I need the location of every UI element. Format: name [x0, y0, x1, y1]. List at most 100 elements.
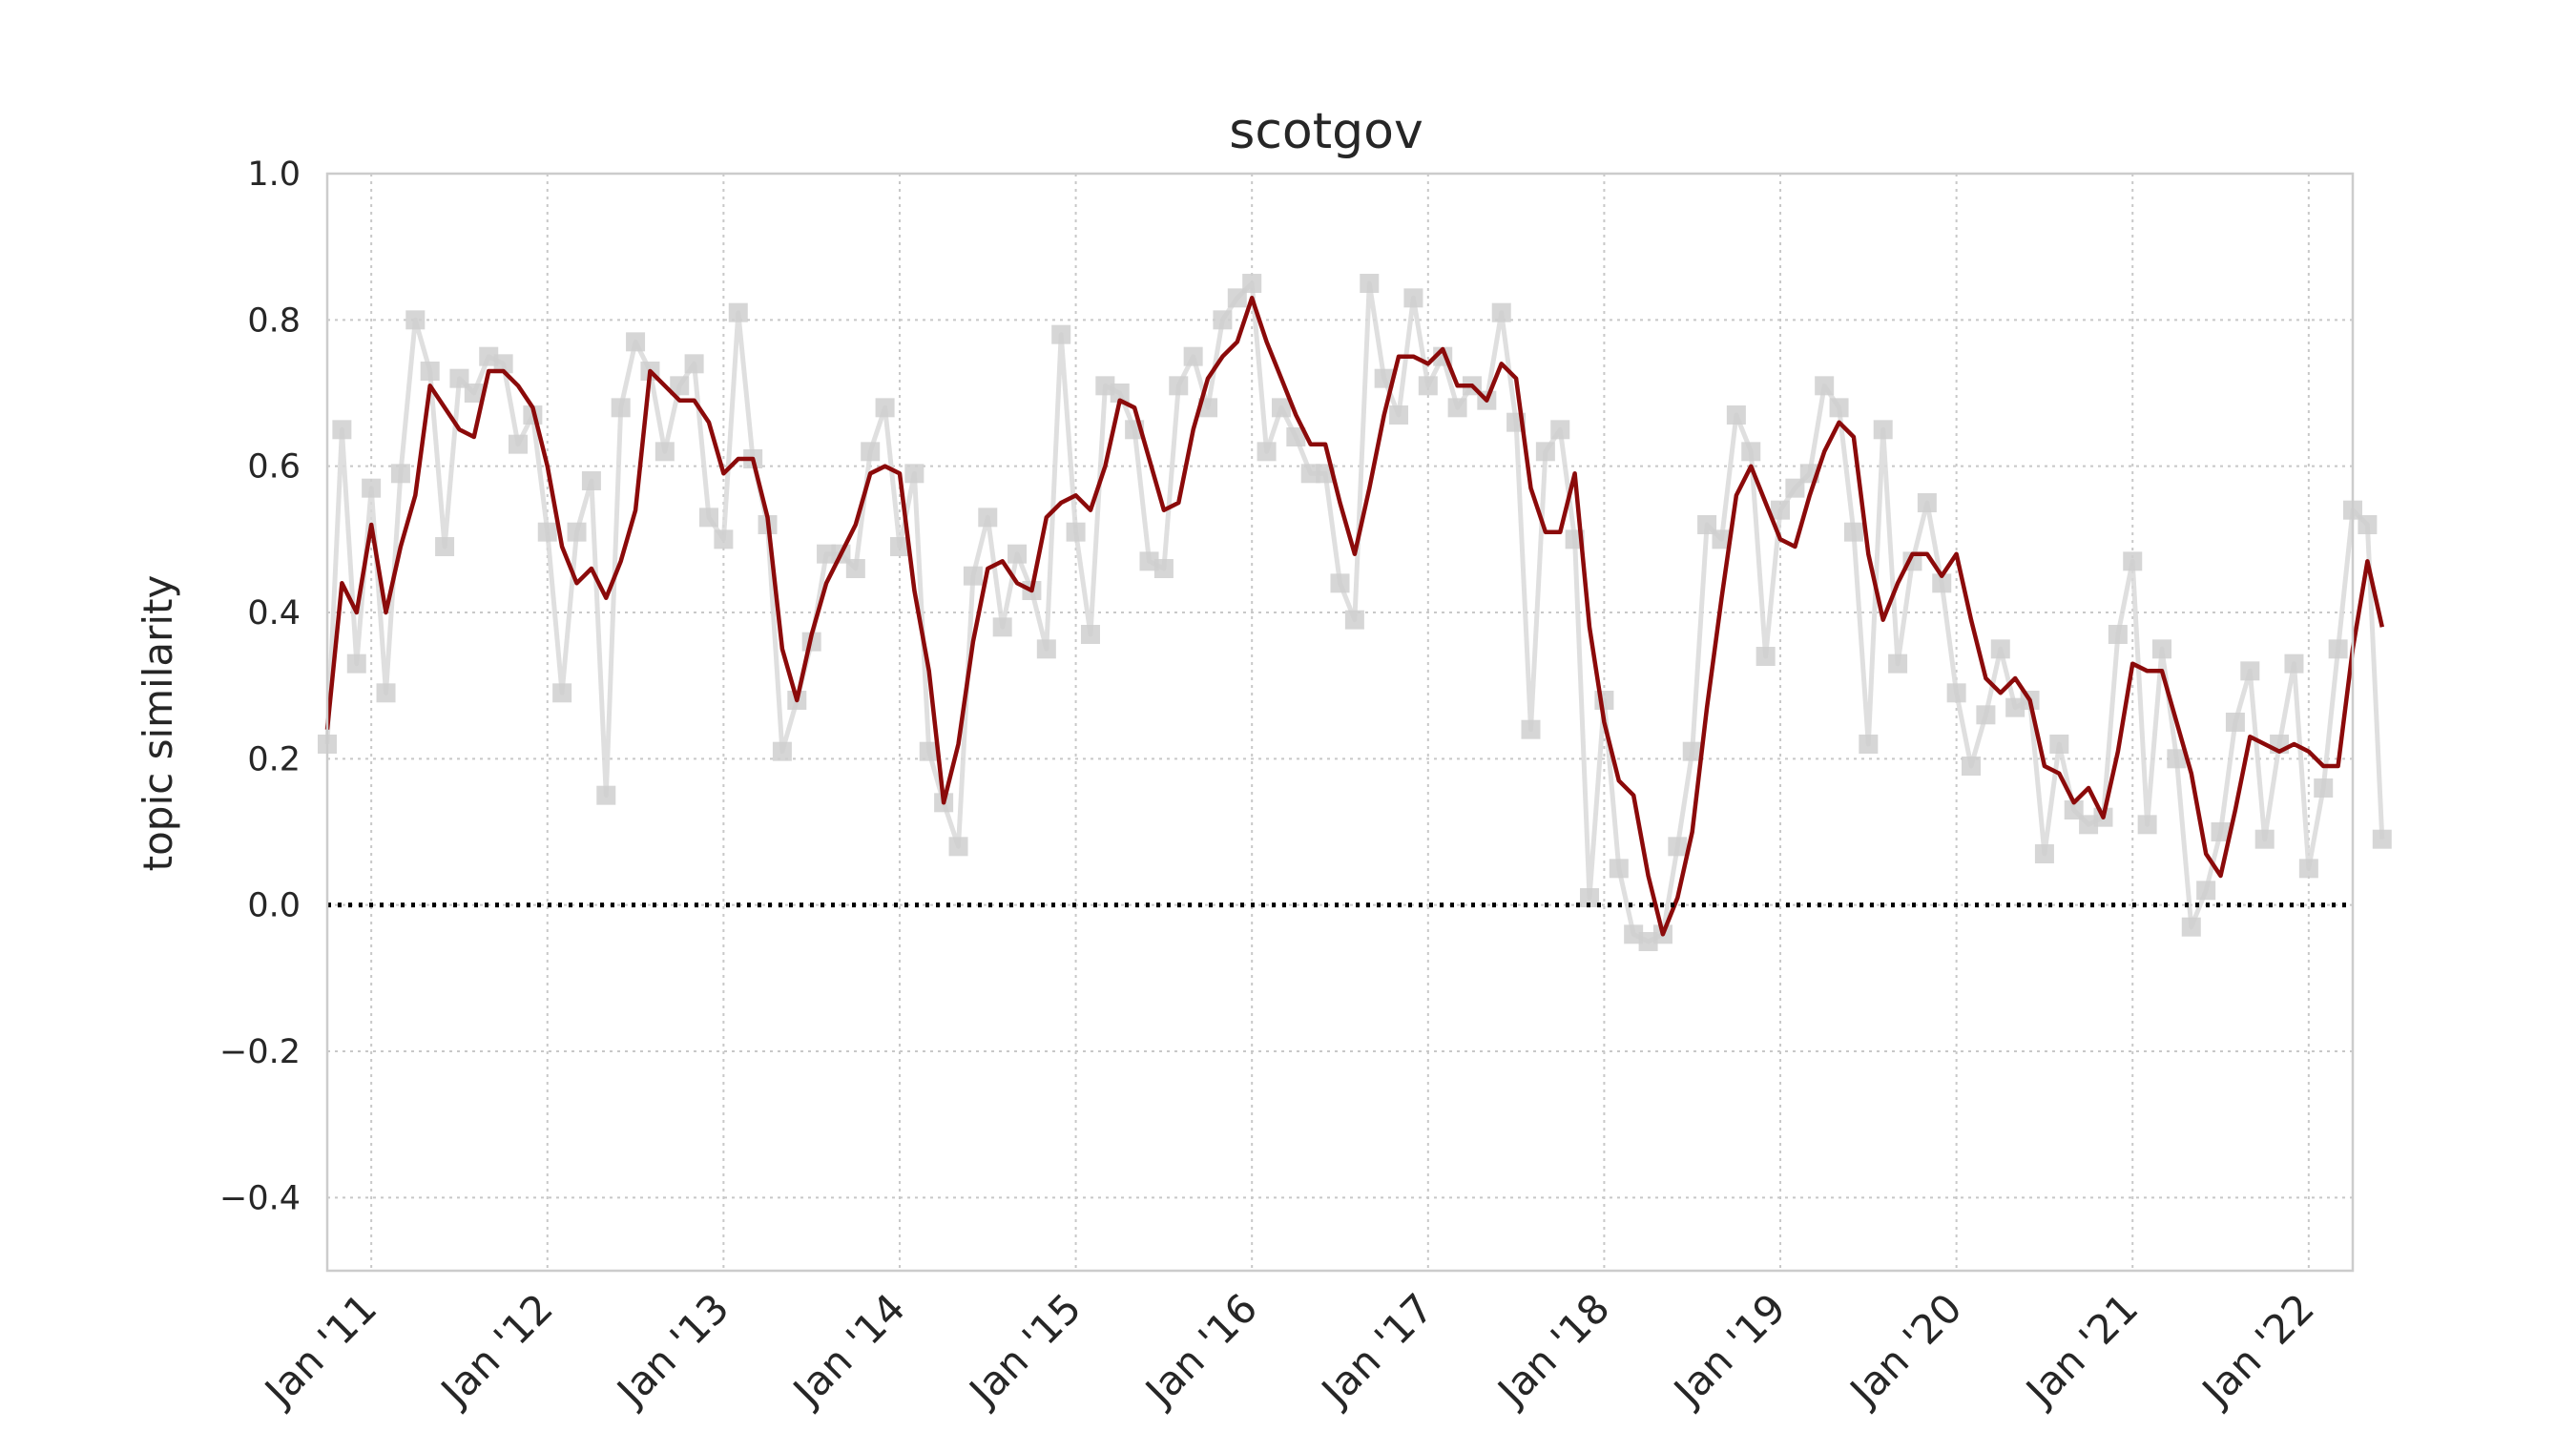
monthly-data-point: [817, 544, 837, 564]
monthly-data-point: [449, 368, 469, 388]
monthly-data-point: [420, 362, 440, 381]
monthly-data-point: [567, 522, 587, 542]
monthly-data-point: [2181, 917, 2201, 937]
monthly-data-point: [1374, 368, 1394, 388]
monthly-data-point: [1153, 559, 1174, 578]
x-tick-label: Jan '11: [254, 1284, 385, 1416]
monthly-data-point: [2108, 625, 2128, 644]
x-tick-label: Jan '21: [2015, 1284, 2147, 1416]
plot-frame: [325, 172, 2355, 1273]
monthly-data-point: [1227, 288, 1247, 308]
monthly-data-point: [1051, 324, 1071, 344]
monthly-data-point: [1360, 274, 1380, 293]
monthly-data-point: [654, 442, 675, 462]
monthly-data-point: [2079, 815, 2099, 835]
monthly-data-point: [772, 741, 792, 761]
monthly-data-point: [1491, 302, 1511, 322]
monthly-data-point: [1990, 639, 2010, 659]
y-tick-label: 0.8: [247, 301, 301, 340]
monthly-data-point: [1962, 757, 1982, 776]
monthly-data-point: [362, 478, 382, 498]
monthly-data-point: [1873, 420, 1893, 440]
monthly-data-point: [1843, 522, 1863, 542]
monthly-data-point: [1169, 376, 1189, 396]
monthly-data-point: [2211, 822, 2231, 841]
monthly-data-point: [1403, 288, 1423, 308]
y-tick-label: 0.2: [247, 740, 301, 778]
monthly-data-point: [2005, 697, 2025, 717]
monthly-data-point: [978, 508, 998, 528]
monthly-data-point: [1917, 493, 1937, 512]
monthly-data-point: [552, 683, 572, 703]
monthly-data-point: [728, 302, 748, 322]
x-tick-label: Jan '22: [2192, 1284, 2323, 1416]
monthly-data-point: [464, 384, 484, 403]
monthly-data-point: [1785, 478, 1805, 498]
monthly-data-point: [1080, 625, 1100, 644]
monthly-data-point: [626, 332, 646, 352]
monthly-data-point: [1638, 932, 1658, 951]
monthly-data-point: [1008, 544, 1028, 564]
monthly-data-point: [1389, 405, 1409, 425]
monthly-data-point: [1521, 719, 1541, 739]
monthly-data-point: [1755, 647, 1776, 666]
monthly-data-point: [1139, 551, 1159, 571]
monthly-data-point: [1771, 500, 1791, 520]
monthly-data-point: [2167, 749, 2187, 769]
monthly-data-point: [2049, 735, 2069, 754]
x-tick-label: Jan '20: [1839, 1284, 1971, 1416]
x-tick-label: Jan '16: [1134, 1284, 1266, 1416]
monthly-data-point: [1550, 420, 1570, 440]
monthly-data-point: [1066, 522, 1086, 542]
monthly-data-point: [2328, 639, 2348, 659]
monthly-data-point: [889, 537, 909, 556]
monthly-data-point: [1198, 398, 1218, 418]
monthly-data-point: [1888, 653, 1908, 674]
monthly-data-point: [2240, 661, 2260, 681]
x-tick-label: Jan '12: [430, 1284, 562, 1416]
series-layer: [318, 274, 2392, 951]
chart-title: scotgov: [1229, 103, 1423, 160]
monthly-data-point: [684, 354, 704, 374]
monthly-data-point: [1286, 427, 1306, 446]
monthly-data-point: [2314, 778, 2334, 798]
x-tick-label: Jan '13: [606, 1284, 737, 1416]
monthly-data-point: [2064, 800, 2084, 819]
monthly-data-point: [1110, 384, 1130, 403]
y-tick-label: 0.4: [247, 594, 301, 633]
x-tick-label: Jan '18: [1487, 1284, 1619, 1416]
y-tick-label: 0.0: [247, 887, 301, 925]
monthly-data-point: [963, 566, 983, 586]
monthly-data-point: [1859, 735, 1879, 754]
monthly-data-point: [2034, 844, 2054, 863]
x-tick-label: Jan '14: [782, 1284, 914, 1416]
monthly-data-point: [1095, 376, 1115, 396]
x-tick-label: Jan '17: [1311, 1284, 1443, 1416]
monthly-data-point: [714, 529, 734, 550]
monthly-data-point: [1580, 888, 1600, 907]
monthly-data-point: [1741, 442, 1761, 462]
monthly-data-point: [1447, 398, 1467, 418]
y-tick-label: 1.0: [247, 156, 301, 194]
monthly-data-point: [948, 837, 968, 857]
x-tick-label: Jan '15: [959, 1284, 1091, 1416]
monthly-data-point: [1829, 398, 1849, 418]
monthly-data-point: [1682, 741, 1702, 761]
monthly-data-point: [405, 310, 426, 330]
monthly-data-point: [1300, 464, 1320, 484]
monthly-data-point: [1668, 837, 1688, 857]
monthly-data-point: [2284, 653, 2304, 674]
monthly-data-point: [596, 785, 616, 805]
monthly-data-point: [1624, 924, 1644, 944]
monthly-data-point: [1418, 376, 1438, 396]
monthly-data-point: [611, 398, 631, 418]
monthly-data-point: [1697, 515, 1717, 534]
monthly-data-point: [346, 653, 366, 674]
monthly-data-point: [435, 537, 455, 556]
monthly-data-point: [1535, 442, 1555, 462]
monthly-data-point: [376, 683, 396, 703]
axes: −0.4 −0.2 0.0 0.2 0.4 0.6 0.8 1.0 Jan '11 Jan '12…: [219, 156, 2355, 1416]
x-tick-label: Jan '19: [1663, 1284, 1795, 1416]
monthly-data-point: [1946, 683, 1966, 703]
